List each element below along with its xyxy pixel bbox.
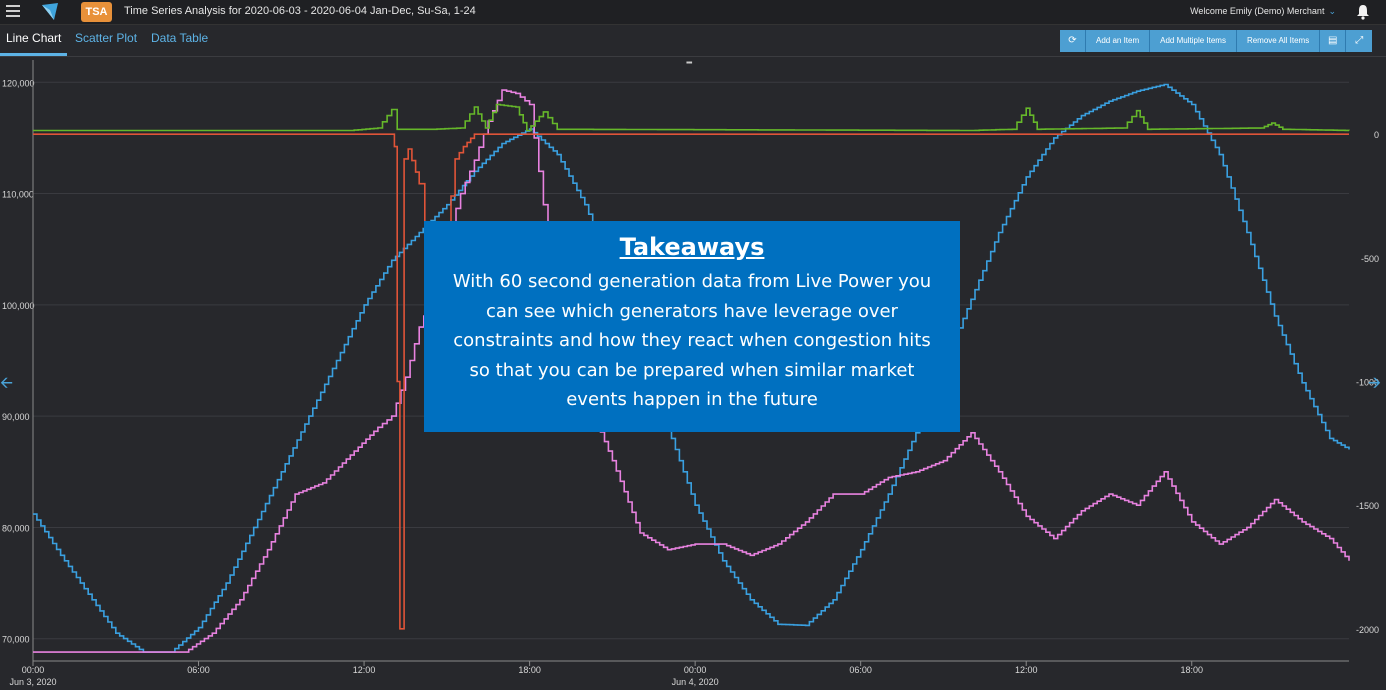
x-tick-label: 18:00 [1180, 665, 1203, 675]
chevron-down-icon: ⌄ [1328, 6, 1336, 16]
top-bar: TSA Time Series Analysis for 2020-06-03 … [0, 0, 1386, 25]
tab-line-chart[interactable]: Line Chart [6, 31, 62, 45]
x-tick-label: 12:00 [1015, 665, 1038, 675]
divider [0, 56, 1386, 57]
callout-line: so that you can be prepared when similar… [469, 359, 915, 381]
series-line-3 [33, 133, 1349, 630]
tab-data-table[interactable]: Data Table [151, 31, 209, 45]
export-button[interactable]: ▤ [1320, 30, 1347, 52]
x-date-label: Jun 3, 2020 [9, 677, 56, 687]
x-tick-label: 00:00 [684, 665, 707, 675]
app-logo-icon[interactable] [40, 2, 60, 22]
expand-icon: ⤢ [1355, 35, 1364, 46]
refresh-button[interactable]: ⟳ [1060, 30, 1086, 52]
resize-grip-icon[interactable]: ▪▪▪ [686, 58, 692, 67]
add-multiple-items-button[interactable]: Add Multiple Items [1150, 30, 1237, 52]
bell-icon[interactable] [1356, 4, 1370, 20]
arrow-left-icon[interactable]: 🡨 [0, 375, 13, 392]
welcome-text: Welcome Emily (Demo) Merchant [1190, 6, 1325, 16]
callout-line: constraints and how they react when cong… [453, 330, 931, 351]
tab-scatter-plot[interactable]: Scatter Plot [75, 31, 138, 45]
y-right-tick-label: -500 [1361, 254, 1379, 264]
remove-all-items-button[interactable]: Remove All Items [1236, 30, 1321, 52]
y-left-tick-label: 80,000 [2, 523, 30, 533]
callout-body: With 60 second generation data from Live… [424, 267, 960, 415]
y-left-tick-label: 70,000 [2, 635, 30, 645]
x-tick-label: 18:00 [518, 665, 541, 675]
callout-heading: Takeaways [619, 233, 765, 261]
y-left-tick-label: 100,000 [2, 301, 35, 311]
x-date-label: Jun 4, 2020 [672, 677, 719, 687]
y-left-tick-label: 110,000 [2, 190, 34, 200]
series-line-2 [33, 103, 1350, 132]
y-right-tick-label: -1500 [1356, 501, 1379, 511]
y-right-tick-label: -1000 [1356, 378, 1379, 388]
y-right-tick-label: -2000 [1356, 625, 1379, 635]
refresh-icon: ⟳ [1068, 35, 1077, 46]
series-line-1 [33, 89, 1350, 653]
hamburger-menu-icon[interactable] [6, 5, 20, 17]
tab-bar: Line Chart Scatter Plot Data Table [0, 26, 1386, 56]
y-right-tick-label: 0 [1374, 130, 1379, 140]
fullscreen-button[interactable]: ⤢ [1346, 30, 1373, 52]
y-left-tick-label: 120,000 [2, 78, 35, 88]
chart-toolbar: ⟳ Add an Item Add Multiple Items Remove … [1060, 30, 1373, 52]
document-icon: ▤ [1327, 35, 1338, 46]
add-item-button[interactable]: Add an Item [1086, 30, 1151, 52]
callout-line: can see which generators have leverage o… [486, 300, 898, 322]
takeaways-callout: Takeaways With 60 second generation data… [424, 221, 960, 432]
y-left-tick-label: 90,000 [2, 412, 30, 422]
active-tab-indicator [0, 53, 67, 56]
tsa-badge[interactable]: TSA [81, 2, 112, 22]
x-tick-label: 06:00 [849, 665, 872, 675]
user-menu[interactable]: Welcome Emily (Demo) Merchant ⌄ [1190, 6, 1336, 17]
page-title: Time Series Analysis for 2020-06-03 - 20… [124, 5, 476, 17]
x-tick-label: 00:00 [22, 665, 45, 675]
callout-line: With 60 second generation data from Live… [452, 271, 932, 292]
arrow-right-icon[interactable]: 🡪 [1368, 375, 1381, 392]
x-tick-label: 06:00 [187, 665, 210, 675]
series-line-0 [33, 83, 1350, 653]
x-tick-label: 12:00 [353, 665, 376, 675]
callout-line: events happen in the future [566, 389, 818, 410]
